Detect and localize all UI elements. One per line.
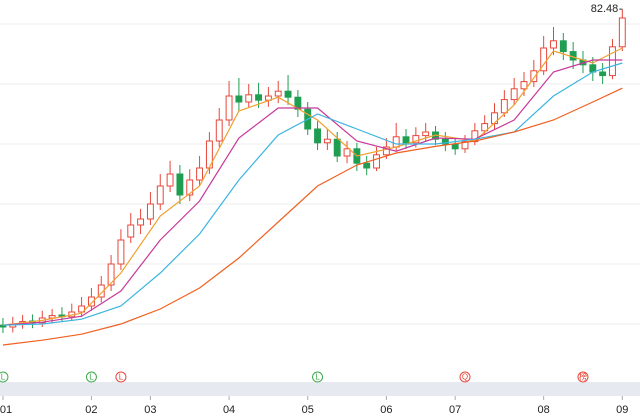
x-tick-label: 08 (538, 404, 550, 416)
event-label: L (315, 373, 320, 382)
ma-line (2, 59, 623, 326)
event-marker (115, 371, 127, 383)
candle-body (186, 179, 194, 196)
candle-body (481, 123, 489, 132)
candle-body (461, 141, 469, 150)
candle-body (343, 148, 351, 157)
candle-body (323, 138, 331, 144)
candle-body (274, 90, 282, 97)
candle-body (146, 203, 154, 220)
candle-body (599, 71, 607, 77)
candle-body (78, 305, 86, 313)
event-marker (577, 371, 589, 383)
candle-body (137, 218, 145, 226)
candle-body (520, 81, 528, 90)
candle-body (333, 138, 341, 157)
candle-body (422, 131, 430, 137)
ma-line (2, 62, 623, 326)
event-label: Q (462, 373, 468, 382)
x-tick-label: 02 (85, 404, 97, 416)
candle-body (402, 136, 410, 144)
candle-body (363, 162, 371, 169)
candle-body (451, 143, 459, 150)
candle-body (540, 47, 548, 72)
candle-body (225, 95, 233, 121)
candle-body (550, 40, 557, 49)
candle-body (412, 135, 420, 144)
candle-body (127, 224, 135, 238)
ma-line (2, 47, 623, 326)
candle-body (176, 173, 184, 196)
candle-body (235, 95, 243, 103)
candle-body (441, 138, 449, 145)
event-label: 榜 (579, 372, 587, 382)
candle-body (500, 99, 508, 114)
x-tick-label: 04 (223, 404, 235, 416)
candle-body (559, 40, 567, 53)
candle-body (255, 94, 263, 101)
candle-body (245, 94, 253, 103)
x-tick-label: 03 (144, 404, 156, 416)
candle-body (392, 136, 400, 148)
candle-body (314, 128, 321, 144)
volume-band (0, 382, 640, 396)
candle-body (166, 173, 174, 187)
candle-body (609, 46, 616, 77)
ma-line (2, 87, 623, 346)
x-tick-label: 01 (0, 404, 12, 416)
candle-body (107, 263, 115, 286)
event-marker (459, 371, 471, 383)
candle-body (87, 296, 95, 307)
event-marker (85, 371, 97, 383)
event-marker (0, 371, 9, 383)
x-tick-label: 07 (449, 404, 461, 416)
candle-body (196, 167, 204, 181)
candle-body (0, 324, 7, 328)
candle-body (382, 146, 390, 156)
candle-body (97, 284, 105, 298)
x-tick-label: 06 (380, 404, 392, 416)
candle-body (156, 185, 164, 205)
candle-body (530, 70, 538, 83)
event-marker (312, 371, 324, 383)
event-label: L (119, 373, 124, 382)
x-tick-label: 09 (616, 404, 628, 416)
candle-body (618, 17, 626, 48)
event-label: L (89, 373, 94, 382)
event-label: L (1, 373, 6, 382)
candle-body (117, 239, 125, 265)
candle-body (373, 154, 380, 169)
candle-body (491, 112, 498, 125)
max-label: 82.48 (591, 3, 619, 15)
candle-body (510, 88, 518, 101)
x-tick-label: 05 (302, 404, 314, 416)
candle-body (215, 119, 223, 142)
candle-body (284, 90, 292, 98)
